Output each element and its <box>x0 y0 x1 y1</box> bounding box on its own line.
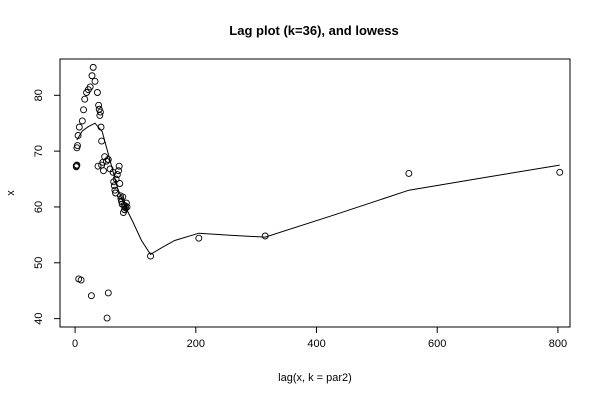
data-point <box>104 289 112 297</box>
data-point <box>91 77 99 85</box>
x-tick-label: 400 <box>307 338 325 350</box>
data-point <box>115 162 123 170</box>
data-point <box>87 292 95 300</box>
data-point <box>103 157 110 165</box>
data-point <box>73 161 81 169</box>
scatter-points <box>72 63 564 322</box>
data-point <box>405 170 413 177</box>
data-point <box>113 171 121 179</box>
x-tick-label: 200 <box>187 338 205 350</box>
data-point <box>123 203 131 211</box>
data-point <box>116 180 124 187</box>
data-point <box>75 123 83 131</box>
data-point <box>89 63 97 71</box>
data-point <box>88 72 96 80</box>
data-point <box>74 132 82 139</box>
data-point <box>97 123 105 131</box>
data-point <box>96 111 104 119</box>
data-point <box>96 108 104 116</box>
plot-frame <box>59 58 571 328</box>
data-point <box>95 101 103 109</box>
x-tick-label: 0 <box>72 338 78 350</box>
data-point <box>81 95 89 103</box>
data-point <box>103 314 111 322</box>
data-point <box>118 197 126 205</box>
data-point <box>115 167 122 175</box>
data-point <box>147 252 154 260</box>
data-point <box>112 175 120 183</box>
data-point <box>122 199 130 207</box>
lowess-line <box>76 122 560 256</box>
y-axis-label: x <box>5 190 17 196</box>
x-axis: 0 200 400 600 800 <box>72 327 567 350</box>
data-point <box>86 83 94 91</box>
chart-title: Lag plot (k=36), and lowess <box>229 23 398 38</box>
data-point <box>80 106 87 114</box>
data-point <box>261 232 269 240</box>
data-point <box>104 156 112 163</box>
data-point <box>94 162 102 170</box>
data-point <box>72 162 80 170</box>
y-tick-label: 80 <box>33 89 45 101</box>
y-tick-label: 70 <box>33 145 45 157</box>
data-point <box>77 276 85 284</box>
x-tick-label: 800 <box>549 338 567 350</box>
data-point <box>122 204 130 212</box>
data-point <box>119 193 127 201</box>
data-point <box>78 117 86 125</box>
data-point <box>93 89 101 96</box>
data-point <box>556 168 564 176</box>
data-point <box>73 144 81 152</box>
y-tick-label: 50 <box>33 257 45 269</box>
data-point <box>98 137 106 145</box>
y-tick-label: 60 <box>33 201 45 213</box>
x-axis-label: lag(x, k = par2) <box>278 372 352 384</box>
x-tick-label: 600 <box>428 338 446 350</box>
data-point <box>195 234 203 242</box>
data-point <box>100 167 107 175</box>
y-tick-label: 40 <box>33 313 45 325</box>
y-axis: 40 50 60 70 80 <box>33 89 60 325</box>
data-point <box>111 186 119 194</box>
